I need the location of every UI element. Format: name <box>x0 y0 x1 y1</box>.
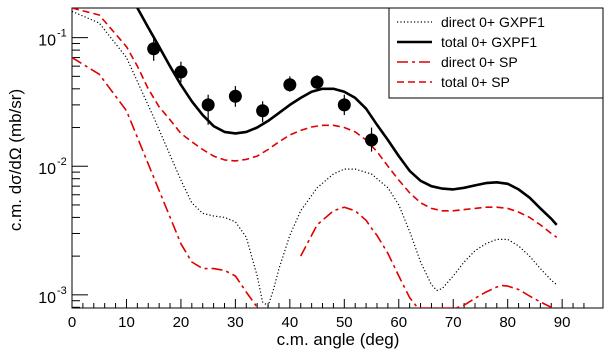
legend-label: total 0+ SP <box>441 74 510 90</box>
x-tick-label: 40 <box>282 314 299 331</box>
data-point <box>256 104 270 118</box>
data-point <box>337 98 351 112</box>
y-tick-label: 10 <box>38 161 56 178</box>
x-axis-label: c.m. angle (deg) <box>277 330 400 349</box>
series-line-total-0-sp <box>72 8 558 238</box>
series-line-direct-0-gxpf1 <box>72 10 558 307</box>
series-line-direct-0-sp <box>72 56 557 308</box>
data-point <box>310 75 324 89</box>
data-point <box>174 65 188 79</box>
x-tick-label: 20 <box>173 314 190 331</box>
legend-label: direct 0+ SP <box>441 54 518 70</box>
y-tick-label: 10 <box>38 290 56 307</box>
x-tick-label: 60 <box>390 314 407 331</box>
data-point <box>365 133 379 147</box>
y-tick-exponent: -2 <box>57 156 67 168</box>
x-tick-label: 80 <box>499 314 516 331</box>
data-point <box>283 78 297 92</box>
y-tick-label: 10 <box>38 33 56 50</box>
data-point <box>201 98 215 112</box>
x-tick-label: 70 <box>445 314 462 331</box>
x-tick-label: 30 <box>227 314 244 331</box>
data-points <box>147 35 379 152</box>
legend-label: total 0+ GXPF1 <box>441 34 537 50</box>
data-point <box>228 89 242 103</box>
x-tick-label: 50 <box>336 314 353 331</box>
data-point <box>147 42 161 56</box>
y-tick-exponent: -3 <box>57 285 67 297</box>
legend: direct 0+ GXPF1 total 0+ GXPF1 direct 0+ S… <box>388 7 604 99</box>
y-axis-label: c.m. dσ/dΩ (mb/sr) <box>6 89 25 231</box>
x-tick-label: 10 <box>118 314 135 331</box>
legend-label: direct 0+ GXPF1 <box>441 14 545 30</box>
x-tick-label: 0 <box>68 314 76 331</box>
legend-box <box>388 7 604 99</box>
x-tick-label: 90 <box>554 314 571 331</box>
y-tick-exponent: -1 <box>57 28 67 40</box>
